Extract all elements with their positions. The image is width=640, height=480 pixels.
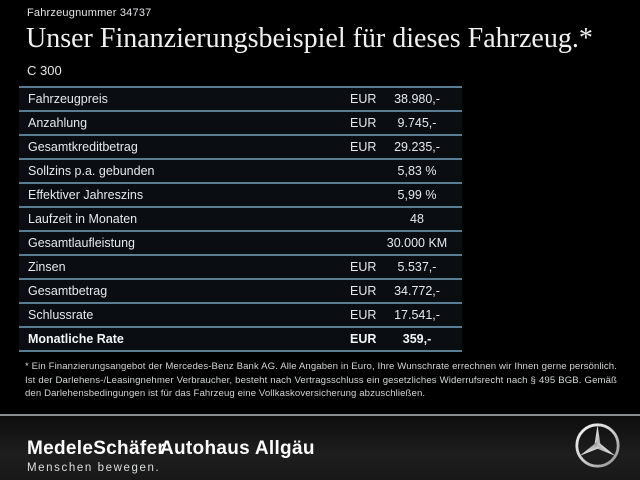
vehicle-model: C 300 — [27, 63, 62, 78]
row-label: Anzahlung — [28, 116, 88, 130]
row-value: 5,99 % — [397, 188, 437, 202]
row-label: Gesamtbetrag — [28, 284, 108, 298]
row-value: 48 — [410, 212, 424, 226]
finance-table-row: Monatliche Rate EUR 359,- — [19, 328, 462, 352]
row-currency: EUR — [350, 308, 377, 322]
finance-table-row: Laufzeit in Monaten 48 — [19, 208, 462, 232]
finance-table-row: Fahrzeugpreis EUR 38.980,- — [19, 88, 462, 112]
dealer-slogan: Menschen bewegen. — [27, 462, 161, 474]
dealer-logo-autohaus-allgaeu: Autohaus Allgäu — [160, 438, 315, 459]
row-value: 17.541,- — [394, 308, 440, 322]
row-value: 29.235,- — [394, 140, 440, 154]
row-value: 38.980,- — [394, 92, 440, 106]
row-label: Fahrzeugpreis — [28, 92, 108, 106]
page-title: Unser Finanzierungsbeispiel für dieses F… — [26, 23, 593, 54]
footer: MedeleSchäfer Autohaus Allgäu Menschen b… — [0, 416, 640, 480]
row-value: 359,- — [402, 332, 432, 346]
legal-footnote: * Ein Finanzierungsangebot der Mercedes-… — [25, 361, 617, 399]
row-currency: EUR — [350, 260, 377, 274]
row-label: Gesamtlaufleistung — [28, 236, 136, 250]
finance-table-row: Gesamtkreditbetrag EUR 29.235,- — [19, 136, 462, 160]
row-currency: EUR — [350, 284, 377, 298]
finance-table-row: Zinsen EUR 5.537,- — [19, 256, 462, 280]
finance-table-row: Gesamtlaufleistung 30.000 KM — [19, 232, 462, 256]
row-label: Zinsen — [28, 260, 66, 274]
finance-table-row: Schlussrate EUR 17.541,- — [19, 304, 462, 328]
row-value: 9.745,- — [397, 116, 437, 130]
row-value: 5,83 % — [397, 164, 437, 178]
row-currency: EUR — [350, 116, 377, 130]
row-currency: EUR — [350, 332, 377, 346]
row-currency: EUR — [350, 140, 377, 154]
row-value: 5.537,- — [397, 260, 437, 274]
dealer-logo-medele-schaefer: MedeleSchäfer — [27, 438, 166, 459]
row-value: 30.000 KM — [386, 236, 448, 250]
footer-separator — [0, 414, 640, 416]
row-label: Effektiver Jahreszins — [28, 188, 144, 202]
row-label: Laufzeit in Monaten — [28, 212, 138, 226]
vehicle-number: Fahrzeugnummer 34737 — [27, 7, 152, 19]
row-value: 34.772,- — [394, 284, 440, 298]
mercedes-star-icon — [575, 423, 620, 468]
row-label: Gesamtkreditbetrag — [28, 140, 138, 154]
row-currency: EUR — [350, 92, 377, 106]
finance-table-row: Gesamtbetrag EUR 34.772,- — [19, 280, 462, 304]
row-label: Monatliche Rate — [28, 332, 124, 346]
row-label: Sollzins p.a. gebunden — [28, 164, 155, 178]
finance-table-row: Sollzins p.a. gebunden 5,83 % — [19, 160, 462, 184]
finance-table: Fahrzeugpreis EUR 38.980,- Anzahlung EUR… — [19, 86, 462, 352]
finance-table-row: Effektiver Jahreszins 5,99 % — [19, 184, 462, 208]
finance-table-row: Anzahlung EUR 9.745,- — [19, 112, 462, 136]
row-label: Schlussrate — [28, 308, 94, 322]
